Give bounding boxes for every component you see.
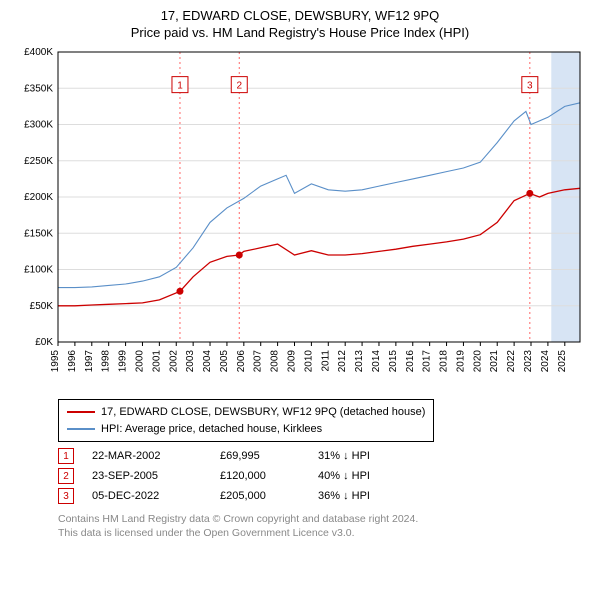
- sale-marker-3: 3: [58, 488, 74, 504]
- svg-text:2007: 2007: [253, 350, 264, 373]
- svg-text:3: 3: [527, 81, 533, 92]
- svg-text:2000: 2000: [134, 350, 145, 373]
- svg-text:£150K: £150K: [24, 228, 53, 239]
- page-subtitle: Price paid vs. HM Land Registry's House …: [10, 25, 590, 40]
- svg-text:2015: 2015: [388, 350, 399, 373]
- sale-delta-3: 36% ↓ HPI: [318, 490, 408, 502]
- svg-text:£350K: £350K: [24, 83, 53, 94]
- svg-text:2010: 2010: [303, 350, 314, 373]
- svg-text:1: 1: [177, 81, 183, 92]
- svg-text:2004: 2004: [202, 350, 213, 373]
- svg-text:1999: 1999: [118, 350, 129, 373]
- svg-text:2008: 2008: [270, 350, 281, 373]
- svg-text:2001: 2001: [151, 350, 162, 373]
- svg-text:2: 2: [236, 81, 242, 92]
- sale-price-2: £120,000: [220, 470, 300, 482]
- legend-label-hpi: HPI: Average price, detached house, Kirk…: [101, 421, 322, 438]
- svg-text:£250K: £250K: [24, 156, 53, 167]
- svg-text:2011: 2011: [320, 350, 331, 372]
- svg-text:2016: 2016: [405, 350, 416, 373]
- svg-text:£300K: £300K: [24, 120, 53, 131]
- page-root: 17, EDWARD CLOSE, DEWSBURY, WF12 9PQ Pri…: [0, 0, 600, 550]
- chart-area: 1 2 3 £0K £50K £100K £150K £200K £250K £300K £350K…: [10, 46, 590, 391]
- footer-line-2: This data is licensed under the Open Gov…: [58, 526, 590, 540]
- sale-marker-2: 2: [58, 468, 74, 484]
- svg-text:£0K: £0K: [35, 337, 53, 348]
- sale-date-1: 22-MAR-2002: [92, 450, 202, 462]
- sale-row-1: 1 22-MAR-2002 £69,995 31% ↓ HPI: [58, 448, 590, 464]
- sale-row-2: 2 23-SEP-2005 £120,000 40% ↓ HPI: [58, 468, 590, 484]
- page-title: 17, EDWARD CLOSE, DEWSBURY, WF12 9PQ: [10, 8, 590, 23]
- svg-text:2013: 2013: [354, 350, 365, 373]
- svg-text:2012: 2012: [337, 350, 348, 373]
- footer-line-1: Contains HM Land Registry data © Crown c…: [58, 512, 590, 526]
- svg-text:2002: 2002: [168, 350, 179, 373]
- legend-swatch-hpi: [67, 428, 95, 430]
- svg-text:£400K: £400K: [24, 47, 53, 58]
- svg-text:£50K: £50K: [30, 301, 54, 312]
- svg-text:2019: 2019: [455, 350, 466, 373]
- svg-text:2020: 2020: [472, 350, 483, 373]
- svg-text:2021: 2021: [489, 350, 500, 373]
- svg-text:2025: 2025: [557, 350, 568, 373]
- sale-price-3: £205,000: [220, 490, 300, 502]
- svg-text:2009: 2009: [287, 350, 298, 373]
- sale-delta-2: 40% ↓ HPI: [318, 470, 408, 482]
- chart-svg: 1 2 3 £0K £50K £100K £150K £200K £250K £300K £350K…: [10, 46, 590, 386]
- legend-row-property: 17, EDWARD CLOSE, DEWSBURY, WF12 9PQ (de…: [67, 404, 425, 421]
- svg-text:£100K: £100K: [24, 265, 53, 276]
- footer: Contains HM Land Registry data © Crown c…: [58, 512, 590, 540]
- sale-date-3: 05-DEC-2022: [92, 490, 202, 502]
- svg-text:2024: 2024: [540, 350, 551, 373]
- title-block: 17, EDWARD CLOSE, DEWSBURY, WF12 9PQ Pri…: [10, 8, 590, 40]
- legend-label-property: 17, EDWARD CLOSE, DEWSBURY, WF12 9PQ (de…: [101, 404, 425, 421]
- legend-swatch-property: [67, 411, 95, 413]
- sale-delta-1: 31% ↓ HPI: [318, 450, 408, 462]
- legend-box: 17, EDWARD CLOSE, DEWSBURY, WF12 9PQ (de…: [58, 399, 434, 442]
- sale-marker-1: 1: [58, 448, 74, 464]
- svg-text:1995: 1995: [50, 350, 61, 373]
- svg-text:1997: 1997: [84, 350, 95, 373]
- svg-text:2022: 2022: [506, 350, 517, 373]
- sale-date-2: 23-SEP-2005: [92, 470, 202, 482]
- svg-text:2023: 2023: [523, 350, 534, 373]
- svg-text:2003: 2003: [185, 350, 196, 373]
- sale-price-1: £69,995: [220, 450, 300, 462]
- svg-text:2018: 2018: [439, 350, 450, 373]
- sale-row-3: 3 05-DEC-2022 £205,000 36% ↓ HPI: [58, 488, 590, 504]
- sales-block: 1 22-MAR-2002 £69,995 31% ↓ HPI 2 23-SEP…: [58, 448, 590, 504]
- svg-text:2017: 2017: [422, 350, 433, 373]
- legend-row-hpi: HPI: Average price, detached house, Kirk…: [67, 421, 425, 438]
- svg-text:2006: 2006: [236, 350, 247, 373]
- svg-text:£200K: £200K: [24, 192, 53, 203]
- svg-text:1998: 1998: [101, 350, 112, 373]
- svg-text:2014: 2014: [371, 350, 382, 373]
- svg-text:2005: 2005: [219, 350, 230, 373]
- svg-text:1996: 1996: [67, 350, 78, 373]
